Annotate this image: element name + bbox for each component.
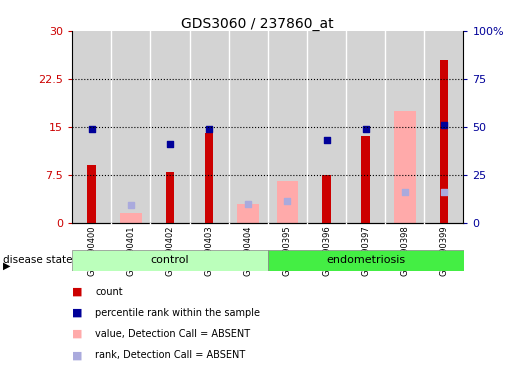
Point bbox=[205, 126, 213, 132]
Point bbox=[127, 202, 135, 209]
Text: disease state: disease state bbox=[3, 255, 72, 265]
Bar bbox=[322, 175, 331, 223]
Bar bbox=[120, 213, 142, 223]
Point bbox=[322, 137, 331, 143]
Bar bbox=[394, 111, 416, 223]
Bar bbox=[166, 172, 174, 223]
Text: ■: ■ bbox=[72, 308, 82, 318]
Text: percentile rank within the sample: percentile rank within the sample bbox=[95, 308, 260, 318]
Bar bbox=[362, 136, 370, 223]
Text: GDS3060 / 237860_at: GDS3060 / 237860_at bbox=[181, 17, 334, 31]
Text: ▶: ▶ bbox=[3, 261, 10, 271]
Bar bbox=[268, 250, 464, 271]
Bar bbox=[237, 204, 259, 223]
Text: count: count bbox=[95, 287, 123, 297]
Point bbox=[244, 202, 252, 208]
Bar bbox=[424, 31, 464, 223]
Text: ■: ■ bbox=[72, 287, 82, 297]
Bar bbox=[229, 31, 268, 223]
Text: ■: ■ bbox=[72, 350, 82, 360]
Text: ■: ■ bbox=[72, 329, 82, 339]
Bar bbox=[72, 250, 268, 271]
Bar bbox=[150, 31, 190, 223]
Point bbox=[440, 122, 448, 128]
Bar bbox=[440, 60, 448, 223]
Point bbox=[401, 189, 409, 195]
Text: rank, Detection Call = ABSENT: rank, Detection Call = ABSENT bbox=[95, 350, 246, 360]
Point bbox=[166, 141, 174, 147]
Point bbox=[283, 198, 291, 204]
Bar bbox=[205, 133, 213, 223]
Bar bbox=[268, 31, 307, 223]
Text: endometriosis: endometriosis bbox=[326, 255, 405, 265]
Bar bbox=[72, 31, 111, 223]
Bar bbox=[190, 31, 229, 223]
Bar bbox=[385, 31, 424, 223]
Point bbox=[362, 126, 370, 132]
Bar bbox=[277, 181, 298, 223]
Bar bbox=[346, 31, 385, 223]
Point bbox=[440, 189, 448, 195]
Text: control: control bbox=[151, 255, 190, 265]
Bar bbox=[111, 31, 150, 223]
Text: value, Detection Call = ABSENT: value, Detection Call = ABSENT bbox=[95, 329, 250, 339]
Bar bbox=[307, 31, 346, 223]
Bar bbox=[88, 165, 96, 223]
Point bbox=[88, 126, 96, 132]
